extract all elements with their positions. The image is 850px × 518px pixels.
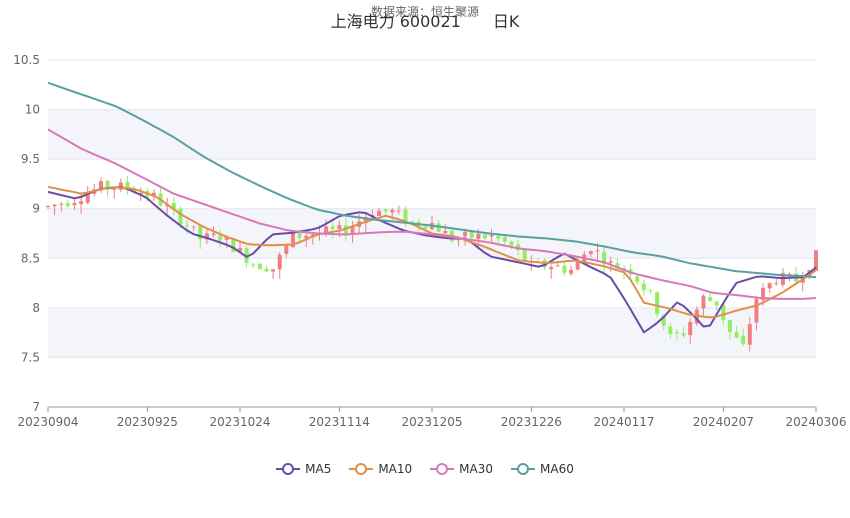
candle [257,262,262,270]
ma-line-ma30 [47,128,817,300]
candle [602,244,607,275]
x-tick-label: 20231226 [501,415,562,429]
chart-subtitle: 数据来源：恒生聚源 [370,5,479,19]
ma-line-ma60 [47,81,817,279]
moving-average-lines [47,81,817,334]
x-tick-label: 20231205 [401,415,462,429]
candle [112,188,117,199]
candle [714,301,719,310]
candle [681,327,686,339]
legend-item-ma60[interactable]: MA60 [511,462,574,476]
legend-item-ma5[interactable]: MA5 [276,462,331,476]
candle [668,322,673,339]
candle [251,262,256,268]
x-tick-label: 20240306 [785,415,846,429]
candle [198,225,203,249]
candle [46,205,50,210]
candle [734,326,739,339]
x-tick-label: 20240207 [693,415,754,429]
candle [271,269,276,280]
ma-line-ma5 [47,186,817,334]
x-tick-label: 20230904 [17,415,78,429]
candle [747,316,752,352]
candle [52,204,57,215]
candle [204,228,209,244]
candle [59,201,64,213]
chart-title: 上海电力 600021 日K [330,12,520,31]
candle [396,205,401,215]
candle [588,250,593,258]
candle [218,229,223,248]
legend-marker-ma5-icon [276,463,301,475]
candle [800,272,805,292]
candle [641,279,646,296]
candle [787,272,792,282]
candle [754,295,759,331]
candle [575,256,580,271]
candle [741,328,746,347]
legend-label-ma5: MA5 [305,462,332,476]
candle [688,318,693,344]
candle [264,265,269,273]
candle [178,206,183,228]
legend-label-ma30: MA30 [459,462,494,476]
candle [350,220,355,243]
legend-label-ma60: MA60 [540,462,574,476]
candle [171,196,176,216]
legend-marker-ma60-icon [511,463,536,475]
candle [158,187,163,207]
legend-item-ma10[interactable]: MA10 [349,462,412,476]
candle [463,228,468,246]
candle [569,265,574,276]
candle [655,291,660,318]
candle [383,208,388,216]
candle [635,275,640,286]
candle [118,178,123,193]
candle [125,175,130,195]
candle [674,329,679,341]
candle [562,261,567,276]
candle [489,228,494,244]
x-tick-label: 20231114 [309,415,370,429]
legend-item-ma30[interactable]: MA30 [430,462,493,476]
y-tick-label: 10.5 [13,53,40,67]
y-tick-label: 8 [32,301,40,315]
y-tick-label: 7 [32,400,40,414]
plot-band [48,109,816,160]
candle [767,282,772,293]
candle [277,252,282,279]
candle [794,266,799,283]
candle [774,278,779,287]
y-tick-label: 9 [32,202,40,216]
legend-label-ma10: MA10 [378,462,413,476]
legend: MA5 MA10 MA30 MA60 [0,462,850,476]
x-axis: 20230904 20230925 20231024 20231114 20231205… [17,406,847,429]
x-tick-label: 20240117 [593,415,654,429]
candle [549,264,554,279]
legend-marker-ma10-icon [349,463,374,475]
candle [727,320,732,340]
candle [85,185,90,205]
candle [377,208,382,217]
plot-band [48,307,816,358]
candle [191,226,196,231]
candle [72,198,77,210]
y-tick-label: 9.5 [21,152,40,166]
candle [65,199,70,209]
x-tick-label: 20231024 [209,415,270,429]
candle [310,233,315,245]
y-tick-label: 7.5 [21,350,40,364]
candle [648,289,653,295]
candle [98,177,103,193]
y-tick-label: 8.5 [21,251,40,265]
candle [443,224,448,234]
candle [363,213,368,233]
candle [701,294,706,316]
y-axis: 7 7.5 8 8.5 9 9.5 10 10.5 [13,53,40,414]
legend-marker-ma30-icon [430,463,455,475]
candle [330,220,335,239]
y-tick-label: 10 [25,103,40,117]
x-tick-label: 20230925 [117,415,178,429]
